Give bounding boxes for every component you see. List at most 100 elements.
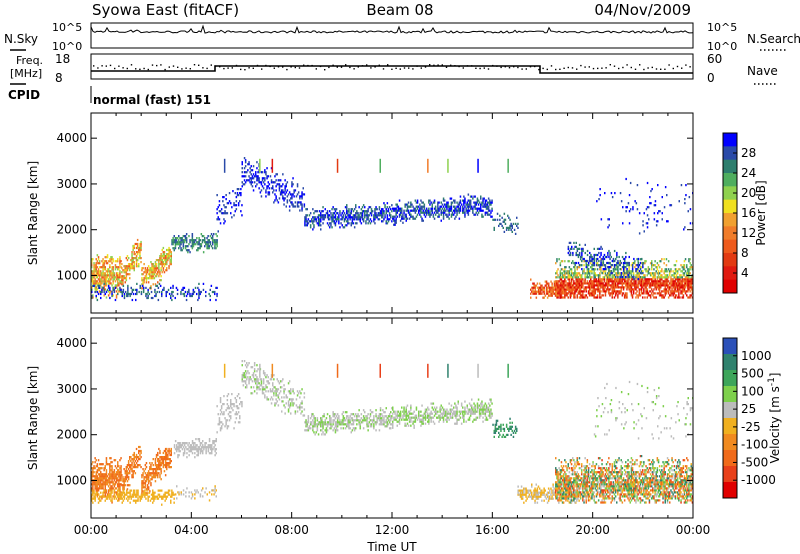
range-cell: [643, 284, 645, 287]
range-cell: [566, 294, 568, 297]
range-cell: [125, 277, 128, 280]
range-cell: [508, 226, 510, 229]
range-cell: [129, 495, 131, 498]
range-cell: [223, 222, 225, 225]
range-cell: [139, 495, 141, 498]
range-cell: [241, 171, 243, 174]
range-cell: [142, 288, 145, 291]
range-cell: [575, 274, 577, 277]
range-cell: [617, 290, 619, 293]
range-cell: [125, 468, 128, 471]
range-cell: [365, 222, 367, 225]
range-cell: [96, 495, 99, 498]
range-cell: [439, 207, 441, 210]
range-cell: [667, 260, 670, 263]
range-cell: [152, 468, 154, 471]
range-cell: [286, 195, 289, 198]
range-cell: [553, 286, 556, 289]
range-cell: [603, 257, 606, 261]
range-cell: [95, 473, 97, 476]
range-cell: [185, 294, 188, 298]
range-cell: [602, 255, 605, 259]
range-cell: [561, 292, 564, 295]
range-cell: [308, 214, 311, 217]
range-cell: [556, 258, 558, 261]
range-cell: [532, 286, 534, 289]
range-cell: [162, 263, 165, 266]
range-cell: [111, 276, 113, 279]
range-cell: [166, 451, 168, 455]
range-cell: [569, 251, 572, 255]
range-cell: [467, 205, 470, 208]
range-cell: [102, 485, 104, 488]
range-cell: [198, 288, 200, 291]
range-cell: [173, 249, 175, 252]
range-cell: [649, 202, 651, 205]
range-cell: [193, 290, 196, 294]
range-cell: [117, 266, 119, 269]
range-cell: [139, 242, 141, 246]
range-cell: [100, 270, 102, 273]
range-cell: [125, 257, 128, 260]
range-cell: [656, 292, 659, 295]
range-cell: [599, 255, 601, 259]
range-cell: [477, 199, 480, 202]
range-cell: [120, 260, 122, 263]
range-cell: [607, 276, 609, 279]
freq-tick-top: 18: [55, 52, 70, 66]
range-cell: [487, 207, 490, 210]
range-cell: [374, 214, 376, 217]
range-cell: [602, 278, 604, 281]
range-cell: [100, 280, 102, 283]
range-cell: [129, 456, 131, 459]
range-cell: [616, 272, 618, 275]
range-cell: [252, 173, 255, 176]
colorbar-swatch: [723, 253, 737, 267]
range-cell: [312, 208, 314, 211]
range-cell: [145, 273, 148, 276]
range-cell: [638, 288, 641, 291]
range-cell: [626, 268, 628, 271]
range-cell: [240, 194, 242, 197]
range-cell: [569, 247, 572, 250]
range-cell: [335, 220, 338, 223]
range-cell: [588, 280, 591, 283]
range-cell: [311, 220, 313, 223]
range-cell: [340, 214, 342, 217]
range-cell: [564, 266, 566, 269]
range-cell: [98, 487, 101, 490]
range-cell: [624, 261, 626, 265]
range-cell: [395, 209, 397, 212]
nave-dot: [643, 68, 645, 71]
range-cell: [122, 480, 124, 483]
range-cell: [162, 451, 165, 455]
range-cell: [648, 280, 651, 283]
range-cell: [594, 280, 596, 283]
range-cell: [147, 273, 150, 276]
range-cell: [689, 262, 691, 265]
range-cell: [115, 284, 118, 287]
range-cell: [91, 288, 93, 291]
range-cell: [154, 283, 157, 286]
range-cell: [107, 278, 110, 281]
range-cell: [687, 284, 689, 287]
range-cell: [332, 212, 334, 215]
range-cell: [595, 253, 598, 257]
range-cell: [553, 288, 556, 291]
range-cell: [669, 294, 671, 297]
range-cell: [107, 290, 110, 293]
range-cell: [236, 188, 239, 191]
range-cell: [120, 457, 122, 460]
range-cell: [649, 282, 652, 285]
range-cell: [663, 280, 665, 283]
range-cell: [551, 288, 553, 291]
range-cell: [277, 183, 280, 186]
range-cell: [178, 239, 180, 242]
range-cell: [222, 212, 224, 215]
range-cell: [150, 466, 152, 469]
range-cell: [185, 298, 188, 302]
range-cell: [135, 265, 138, 268]
range-cell: [431, 203, 433, 206]
range-cell: [129, 470, 131, 473]
range-cell: [681, 290, 683, 293]
